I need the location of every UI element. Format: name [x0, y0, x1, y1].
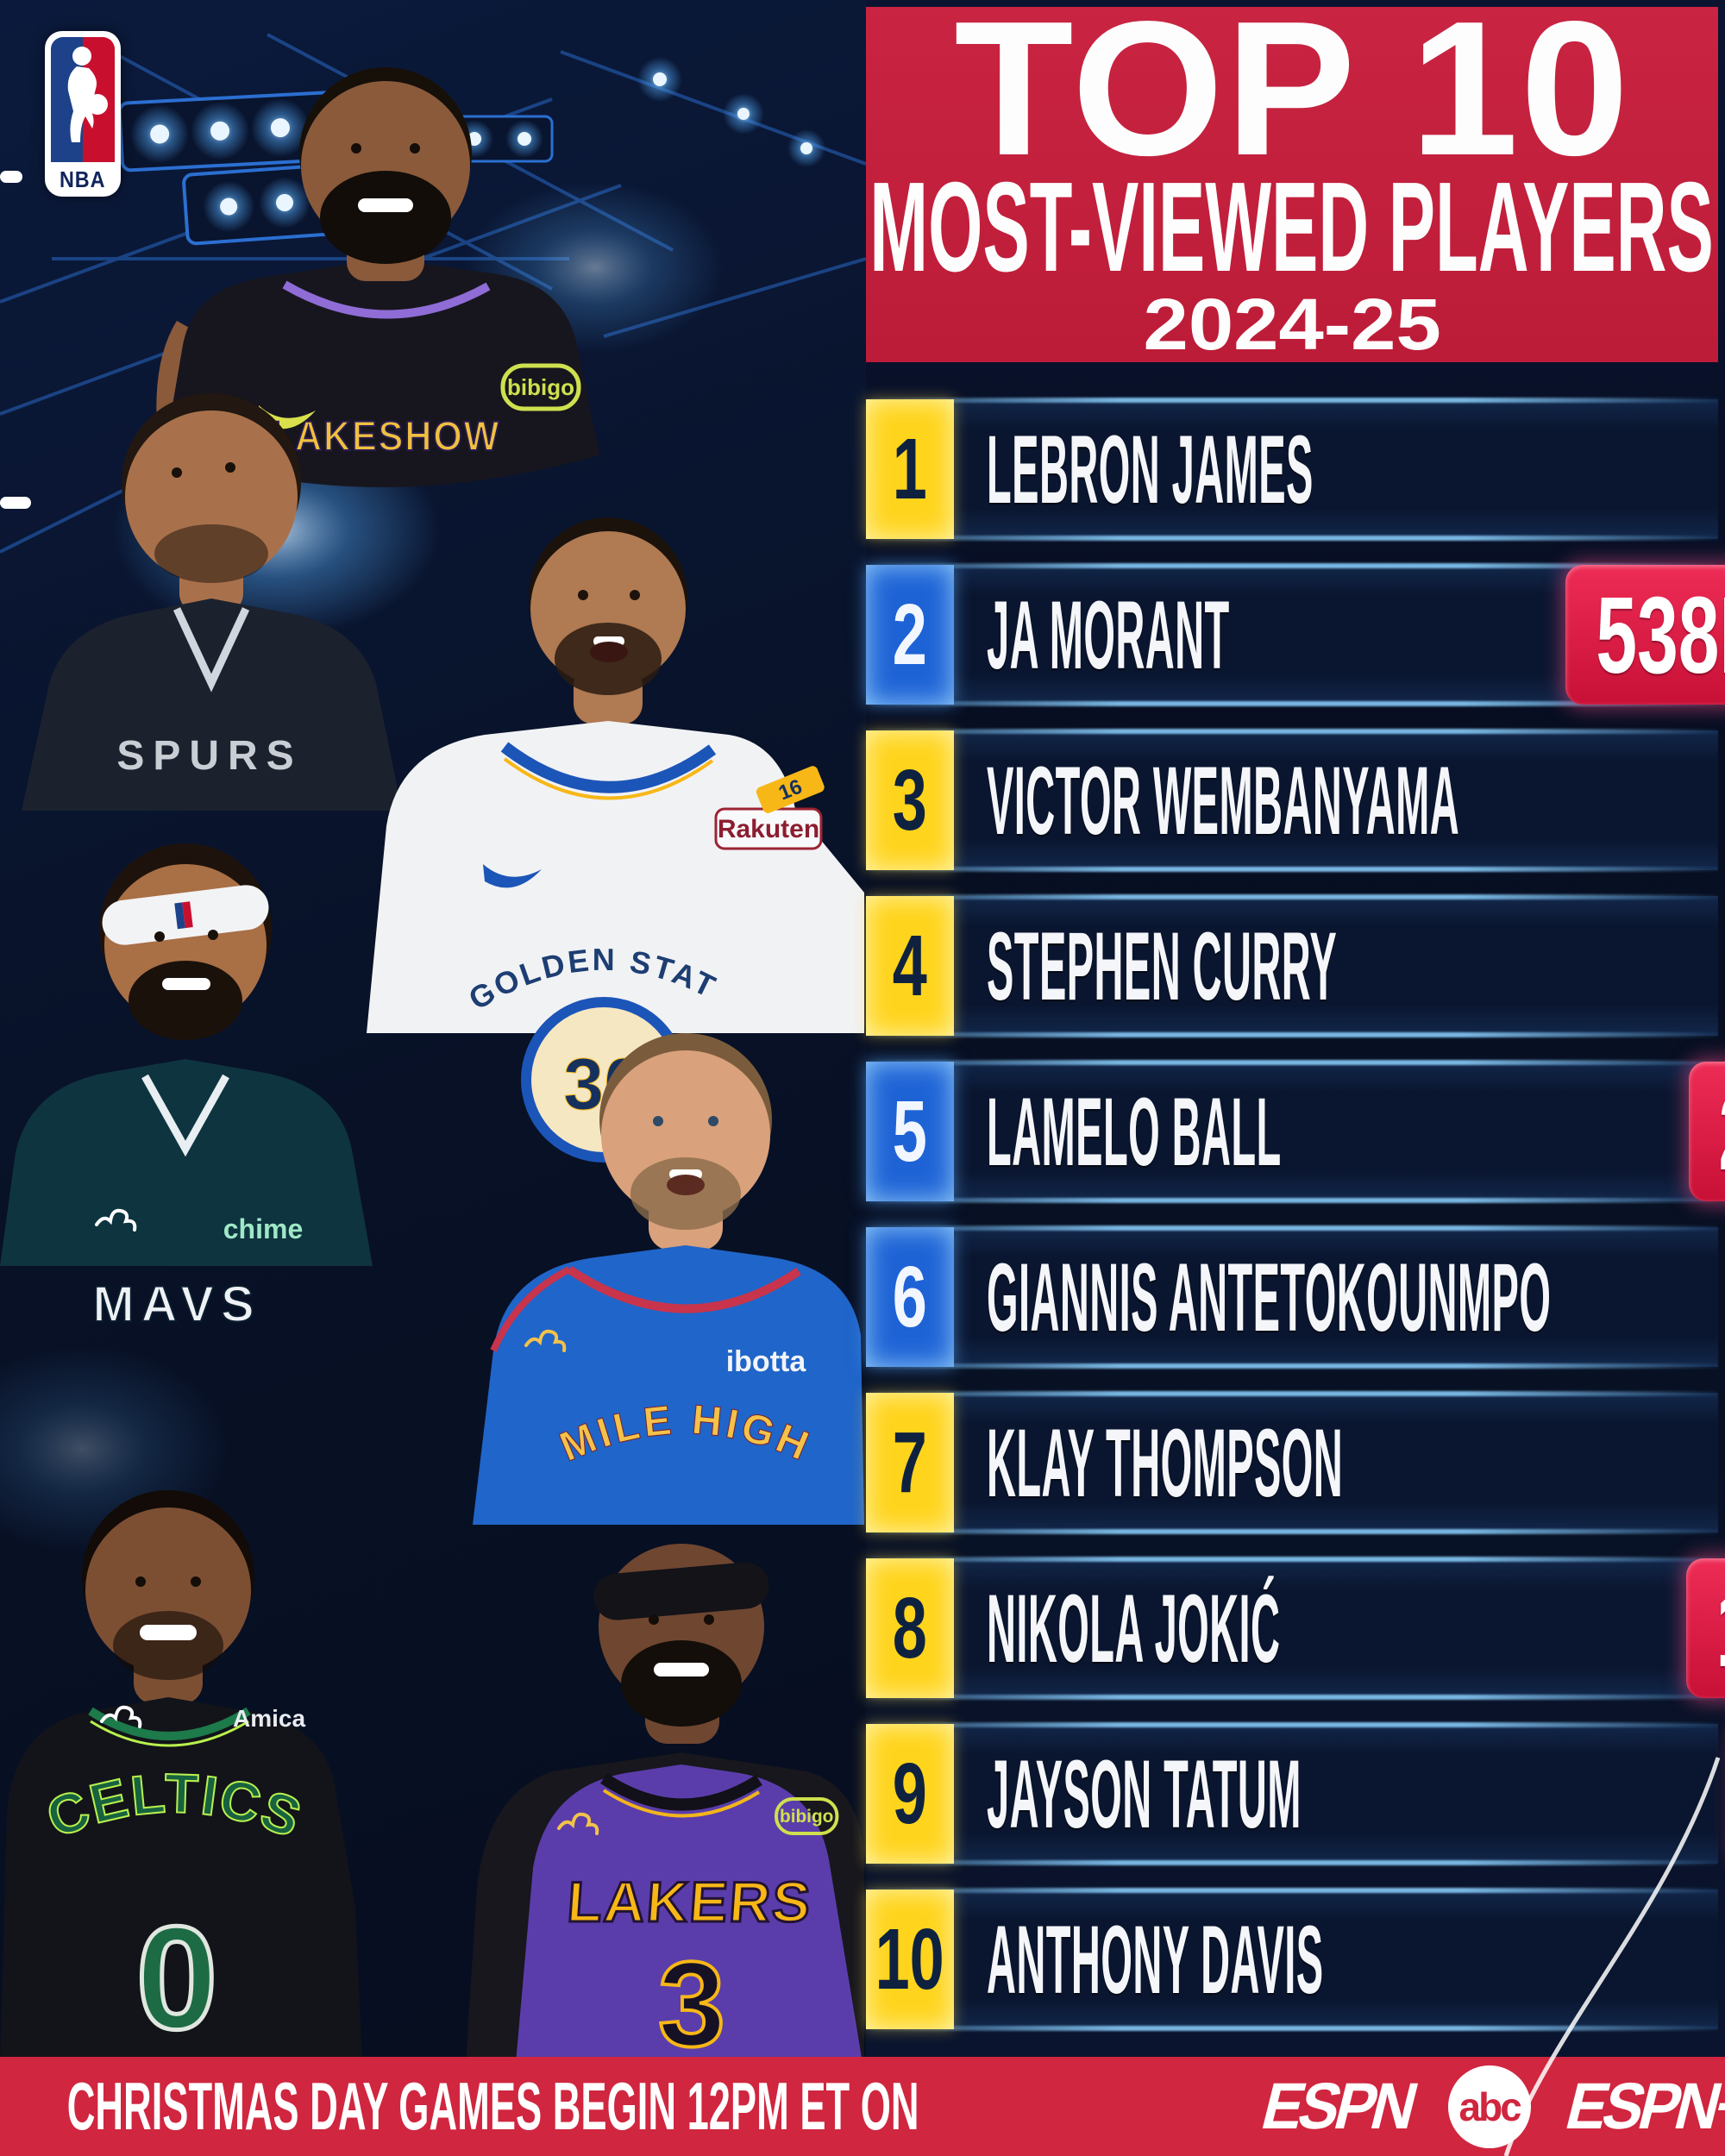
- jumpman-icon: [524, 1329, 567, 1352]
- bibigo-patch: bibigo: [500, 363, 581, 411]
- list-item-5: 5 LAMELO BALL 237M: [866, 1062, 1725, 1201]
- views-badge: 182M: [1685, 1558, 1725, 1698]
- bibigo-patch-davis: bibigo: [774, 1796, 839, 1836]
- amica-sponsor: Amica: [233, 1705, 305, 1732]
- list-item-7: 7 KLAY THOMPSON 189M: [866, 1393, 1718, 1532]
- player-name: JA MORANT: [987, 580, 1230, 689]
- player-name: GIANNIS ANTETOKOUNMPO: [987, 1243, 1552, 1351]
- nba-player-silhouette-icon: [67, 47, 108, 142]
- nba-headband: [102, 885, 269, 945]
- views-badge: 538M: [1565, 565, 1725, 705]
- views-badge: 237M: [1688, 1062, 1725, 1201]
- player-name: KLAY THOMPSON: [987, 1408, 1344, 1517]
- black-headband: [593, 1562, 769, 1620]
- player-name: ANTHONY DAVIS: [987, 1905, 1324, 2014]
- abc-logo: abc: [1447, 2065, 1531, 2148]
- season-label: 2024-25: [1143, 283, 1441, 365]
- rank-box: 3: [866, 730, 954, 870]
- rank-box: 10: [866, 1890, 954, 2029]
- jersey-lakeshow: LAKESHOW: [271, 413, 500, 460]
- left-edge-tick-2: [0, 497, 31, 509]
- rank-box: 9: [866, 1724, 954, 1864]
- player-name: LEBRON JAMES: [987, 415, 1314, 523]
- espn-logo: ESPN: [1254, 2070, 1421, 2143]
- rank-box: 2: [866, 565, 954, 705]
- rank-box: 4: [866, 896, 954, 1036]
- jumpman-icon: [557, 1812, 599, 1835]
- player-name: LAMELO BALL: [987, 1077, 1282, 1186]
- page-subtitle: MOST-VIEWED PLAYERS: [869, 155, 1715, 298]
- player-klay-figure: chime MAVS: [0, 843, 373, 1333]
- jersey-lakers: LAKERS: [565, 1871, 814, 1934]
- player-wembanyama-figure: SPURS: [22, 393, 402, 811]
- jersey-mavs: MAVS: [92, 1276, 260, 1332]
- player-name: NIKOLA JOKIĆ: [987, 1574, 1281, 1683]
- rank-box: 5: [866, 1062, 954, 1201]
- rank-box: 7: [866, 1393, 954, 1532]
- player-jokic-figure: ibotta MILE HIGH: [473, 1033, 864, 1525]
- player-lebron-figure: bibigo LAKESHOW: [156, 67, 599, 487]
- ibotta-sponsor: ibotta: [726, 1345, 807, 1378]
- chime-sponsor: chime: [223, 1213, 303, 1244]
- jersey-number-0: 0: [136, 1896, 218, 2060]
- ranking-list: 1 LEBRON JAMES 623M 2 JA MORANT 538M 3 V…: [866, 399, 1725, 2055]
- jumpman-icon: [100, 1705, 142, 1728]
- list-item-1: 1 LEBRON JAMES 623M: [866, 399, 1718, 539]
- player-name: STEPHEN CURRY: [987, 912, 1338, 1020]
- nba-logo: NBA: [45, 31, 121, 197]
- list-item-6: 6 GIANNIS ANTETOKOUNMPO 227M: [866, 1227, 1718, 1367]
- nba-logo-text: NBA: [60, 166, 106, 192]
- player-collage: bibigo LAKESHOW SPURS: [0, 0, 866, 2073]
- banner-message: CHRISTMAS DAY GAMES BEGIN 12PM ET ON: [67, 2068, 919, 2144]
- broadcast-banner: CHRISTMAS DAY GAMES BEGIN 12PM ET ON ESP…: [0, 2057, 1725, 2156]
- jersey-spurs: SPURS: [116, 733, 302, 779]
- jumpman-icon: [95, 1208, 137, 1232]
- jersey-number-3: 3: [658, 1936, 725, 2071]
- page-title: TOP 10: [953, 0, 1631, 197]
- player-davis-figure: bibigo LAKERS 3: [466, 1544, 864, 2073]
- list-item-9: 9 JAYSON TATUM 175M: [866, 1724, 1718, 1864]
- list-item-8: 8 NIKOLA JOKIĆ 182M: [866, 1558, 1725, 1698]
- rank-box: 1: [866, 399, 954, 539]
- rank-box: 6: [866, 1227, 954, 1367]
- rakuten-patch: Rakuten: [714, 807, 823, 850]
- nba-logo-art: [51, 37, 115, 162]
- list-item-4: 4 STEPHEN CURRY 350M: [866, 896, 1718, 1036]
- shoulder-number-tag: 16: [756, 766, 825, 813]
- svg-text:bibigo: bibigo: [507, 374, 574, 400]
- player-tatum-figure: Amica CELTICS 0: [0, 1490, 362, 2063]
- player-name: JAYSON TATUM: [987, 1739, 1302, 1848]
- list-item-10: 10 ANTHONY DAVIS 169M: [866, 1890, 1718, 2029]
- header: TOP 10 MOST-VIEWED PLAYERS 2024-25: [866, 0, 1718, 365]
- rank-box: 8: [866, 1558, 954, 1698]
- list-item-3: 3 VICTOR WEMBANYAMA 402M: [866, 730, 1718, 870]
- light-streak: [1503, 1757, 1721, 2156]
- list-item-2: 2 JA MORANT 538M: [866, 565, 1725, 705]
- player-name: VICTOR WEMBANYAMA: [987, 746, 1460, 855]
- svg-text:bibigo: bibigo: [780, 1807, 833, 1827]
- left-edge-tick-1: [0, 171, 22, 183]
- svg-text:Rakuten: Rakuten: [718, 815, 819, 843]
